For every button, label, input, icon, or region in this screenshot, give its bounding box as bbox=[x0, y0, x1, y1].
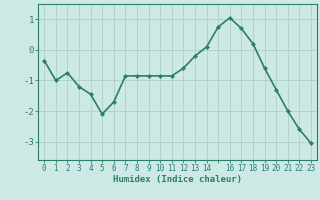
X-axis label: Humidex (Indice chaleur): Humidex (Indice chaleur) bbox=[113, 175, 242, 184]
